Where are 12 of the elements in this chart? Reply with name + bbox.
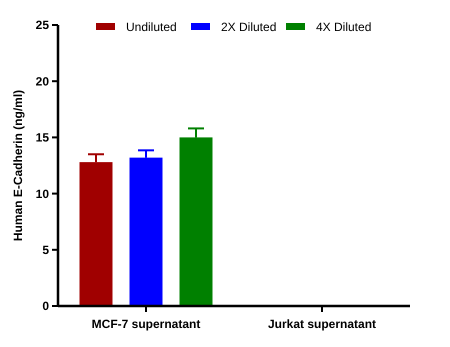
legend-label: Undiluted xyxy=(126,20,177,34)
legend-label: 4X Diluted xyxy=(316,20,372,34)
x-tick-label: Jurkat supernatant xyxy=(268,317,376,331)
y-tick-label: 0 xyxy=(42,299,50,314)
x-tick-label: MCF-7 supernatant xyxy=(92,317,200,331)
legend-label: 2X Diluted xyxy=(221,20,276,34)
y-axis-title: Human E-Cadherin (ng/ml) xyxy=(11,90,25,242)
y-tick-label: 20 xyxy=(36,74,50,88)
y-tick-label: 10 xyxy=(36,186,50,201)
y-tick-label: 5 xyxy=(42,243,50,257)
y-tick-label: 25 xyxy=(36,18,50,32)
y-tick-label: 15 xyxy=(36,130,50,145)
